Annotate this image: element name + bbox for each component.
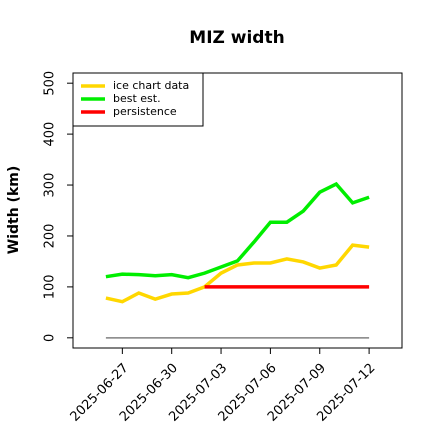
y-tick-label: 500 <box>43 71 58 96</box>
series-line <box>105 243 370 304</box>
legend-label: persistence <box>113 105 177 118</box>
y-tick-label: 0 <box>43 334 58 342</box>
y-tick-label: 100 <box>43 274 58 299</box>
y-tick-label: 200 <box>43 224 58 249</box>
series-line <box>105 181 370 280</box>
y-tick-label: 300 <box>43 173 58 198</box>
y-tick-label: 400 <box>43 122 58 147</box>
plot-box <box>72 72 403 349</box>
legend-label: ice chart data <box>113 79 189 92</box>
legend-label: best est. <box>113 92 161 105</box>
legend-box <box>72 72 204 127</box>
y-axis-label: Width (km) <box>6 166 22 255</box>
chart-title: MIZ width <box>189 28 284 48</box>
